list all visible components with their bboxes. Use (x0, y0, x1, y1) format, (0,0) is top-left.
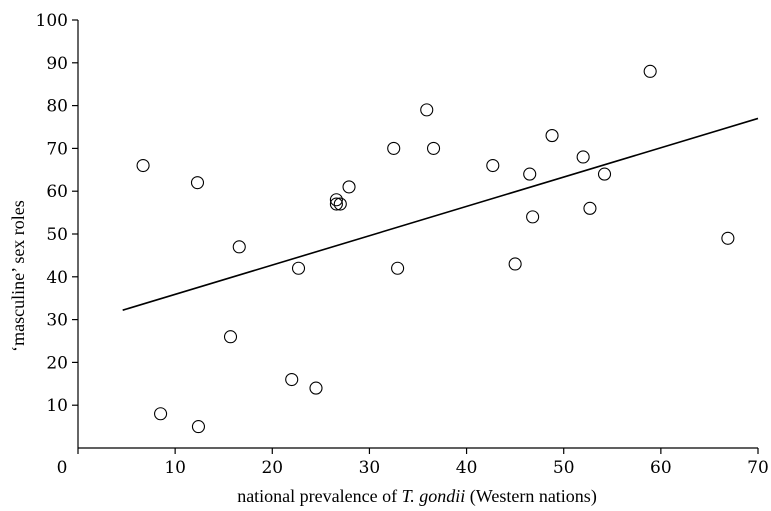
data-point (333, 197, 347, 211)
x-tick-label: 20 (261, 458, 283, 478)
y-tick-label: 90 (46, 54, 68, 74)
data-point (721, 231, 735, 245)
x-tick-label: 60 (650, 458, 672, 478)
x-tick-label: 30 (359, 458, 381, 478)
x-axis-label-prefix: national prevalence of (237, 486, 401, 506)
data-point (576, 150, 590, 164)
y-tick-label: 30 (46, 311, 68, 331)
x-axis-label-suffix: (Western nations) (465, 486, 597, 507)
data-point (387, 141, 401, 155)
data-point (523, 167, 537, 181)
y-axis-label: ‘masculine’ sex roles (8, 200, 28, 352)
x-tick-label: 10 (164, 458, 186, 478)
y-axis: 10 20 30 40 50 60 70 80 90 100 (36, 11, 79, 448)
data-point (190, 176, 205, 190)
data-point (486, 158, 500, 173)
data-point (329, 193, 343, 207)
data-point (191, 420, 206, 434)
data-point (232, 240, 246, 254)
data-point (329, 197, 343, 211)
x-tick-label: 40 (456, 458, 478, 478)
x-tick-label: 0 (57, 458, 68, 478)
data-point (391, 261, 405, 275)
y-tick-label: 40 (46, 268, 68, 288)
y-tick-label: 70 (46, 139, 68, 159)
data-point (420, 103, 434, 117)
x-tick-label: 50 (553, 458, 575, 478)
y-tick-label: 50 (46, 225, 68, 245)
y-tick-label: 60 (46, 182, 68, 202)
data-point (342, 180, 356, 194)
trendline-line (122, 117, 759, 311)
y-tick-label: 100 (36, 11, 68, 31)
x-axis-label-italic: T. gondii (402, 486, 466, 506)
data-point (508, 257, 522, 271)
y-tick-label: 80 (46, 97, 68, 117)
data-point (291, 261, 306, 275)
y-tick-label: 10 (46, 396, 68, 416)
data-point (136, 158, 150, 173)
data-point (526, 210, 540, 224)
data-point (643, 64, 657, 78)
data-points (136, 64, 735, 434)
x-axis-label: national prevalence of T. gondii (Wester… (237, 486, 597, 507)
data-point (597, 167, 612, 181)
data-point (426, 141, 441, 155)
x-axis: 0 10 20 30 40 50 60 70 (57, 447, 769, 478)
y-tick-label: 20 (46, 353, 68, 373)
data-point (545, 129, 559, 143)
data-point (285, 372, 299, 387)
data-point (223, 330, 238, 344)
x-tick-label: 70 (747, 458, 769, 478)
data-point (309, 381, 323, 395)
data-point (583, 201, 597, 215)
data-point (154, 407, 168, 421)
trendline (122, 117, 759, 311)
